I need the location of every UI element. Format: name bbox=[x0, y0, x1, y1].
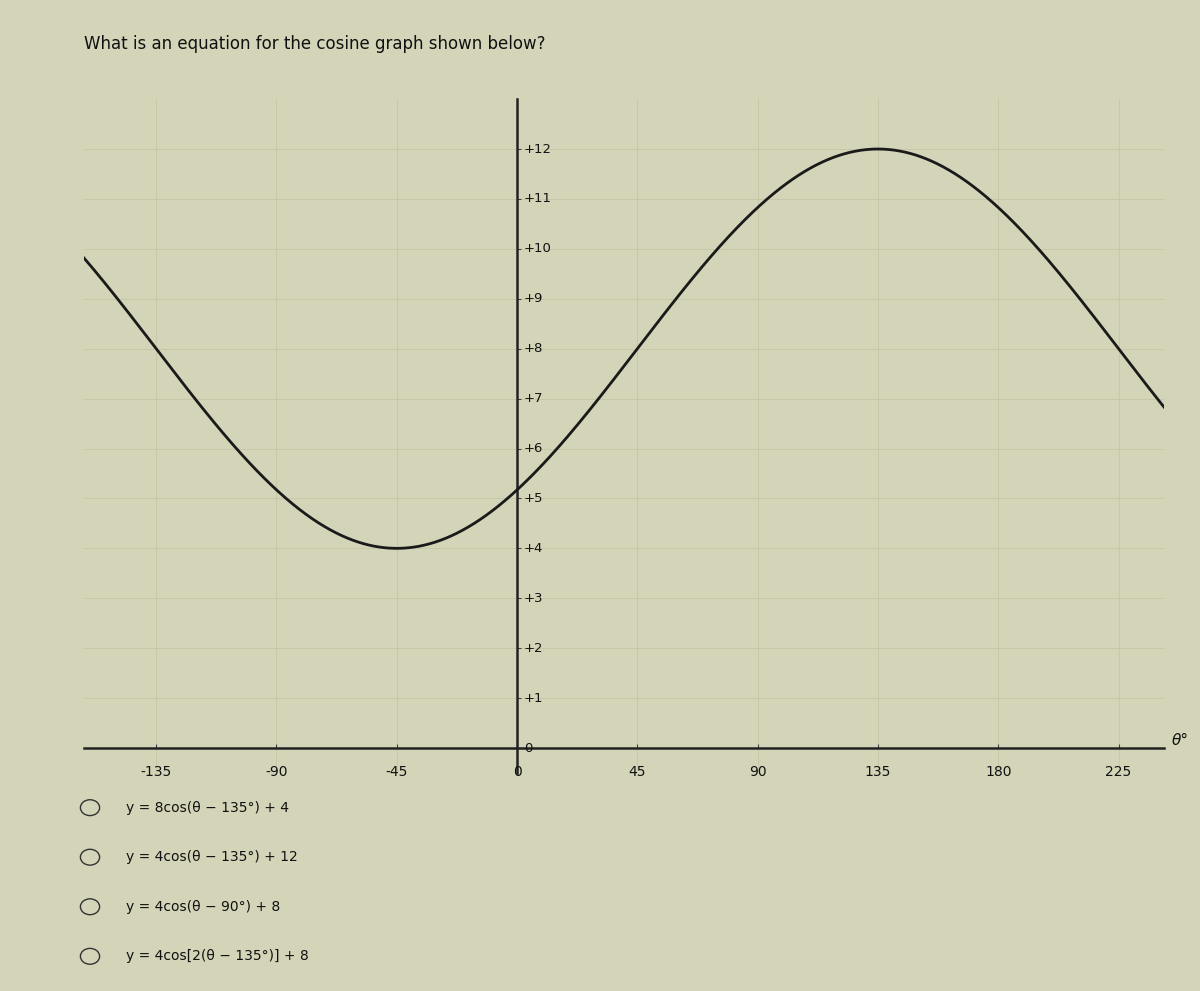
Text: 180: 180 bbox=[985, 765, 1012, 780]
Text: +1: +1 bbox=[523, 692, 544, 705]
Text: +10: +10 bbox=[523, 243, 552, 256]
Text: +2: +2 bbox=[523, 642, 544, 655]
Text: -90: -90 bbox=[265, 765, 288, 780]
Text: +3: +3 bbox=[523, 592, 544, 605]
Text: +7: +7 bbox=[523, 392, 544, 405]
Text: y = 4cos[2(θ − 135°)] + 8: y = 4cos[2(θ − 135°)] + 8 bbox=[126, 949, 308, 963]
Text: +5: +5 bbox=[523, 492, 544, 505]
Text: +8: +8 bbox=[523, 342, 544, 355]
Text: 90: 90 bbox=[749, 765, 767, 780]
Text: +6: +6 bbox=[523, 442, 544, 455]
Text: +12: +12 bbox=[523, 143, 552, 156]
Text: 0: 0 bbox=[512, 765, 522, 780]
Text: +4: +4 bbox=[523, 542, 544, 555]
Text: -135: -135 bbox=[140, 765, 172, 780]
Text: +11: +11 bbox=[523, 192, 552, 205]
Text: 0: 0 bbox=[523, 741, 532, 754]
Text: y = 4cos(θ − 135°) + 12: y = 4cos(θ − 135°) + 12 bbox=[126, 850, 298, 864]
Text: 135: 135 bbox=[865, 765, 892, 780]
Text: -45: -45 bbox=[385, 765, 408, 780]
Text: y = 4cos(θ − 90°) + 8: y = 4cos(θ − 90°) + 8 bbox=[126, 900, 281, 914]
Text: 45: 45 bbox=[629, 765, 646, 780]
Text: y = 8cos(θ − 135°) + 4: y = 8cos(θ − 135°) + 4 bbox=[126, 801, 289, 815]
Text: 225: 225 bbox=[1105, 765, 1132, 780]
Text: θ°: θ° bbox=[1172, 733, 1189, 748]
Text: +9: +9 bbox=[523, 292, 544, 305]
Text: What is an equation for the cosine graph shown below?: What is an equation for the cosine graph… bbox=[84, 35, 546, 53]
